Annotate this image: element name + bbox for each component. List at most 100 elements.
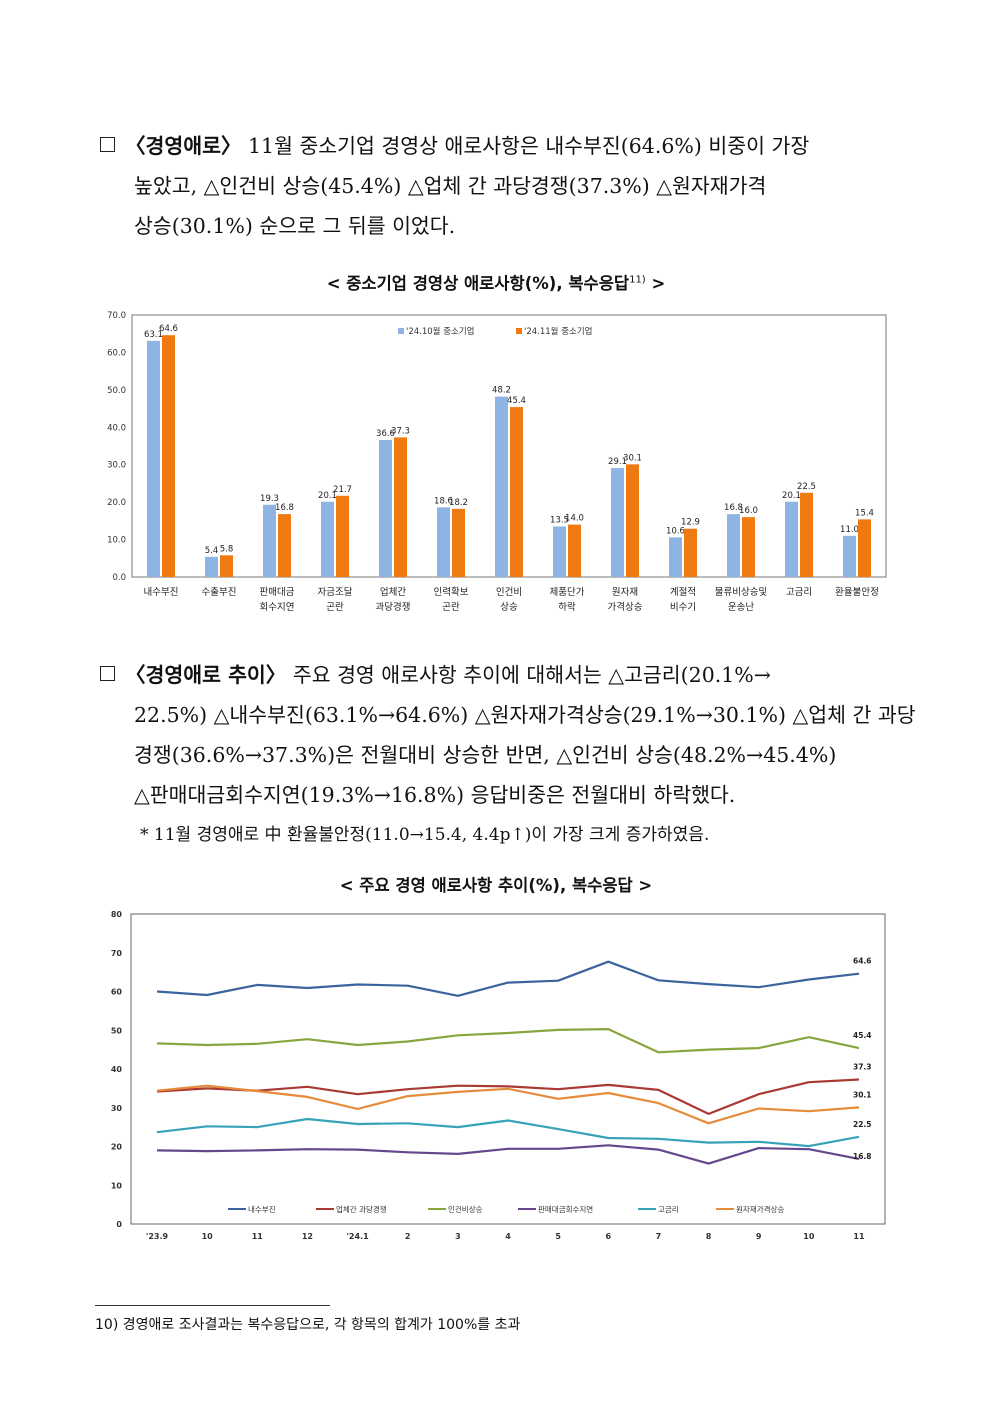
x-category-label: 고금리 [786, 587, 812, 598]
x-tick-label: 4 [505, 1232, 511, 1241]
x-category-label: 과당경쟁 [376, 601, 411, 613]
chart-title: < 주요 경영 애로사항 추이(%), 복수응답 > [339, 876, 653, 895]
bar [162, 335, 175, 577]
x-tick-label: 6 [605, 1232, 611, 1241]
y-tick-label: 10.0 [107, 536, 126, 546]
x-tick-label: 12 [302, 1232, 313, 1241]
bar-value-label: 29.1 [608, 457, 627, 467]
bar [843, 535, 856, 577]
bar-value-label: 5.8 [220, 544, 234, 554]
keyword-heading: 〈경영애로〉 [125, 134, 242, 158]
keyword-heading: 〈경영애로 추이〉 [125, 663, 287, 687]
bar [568, 524, 581, 577]
x-tick-label: 3 [455, 1232, 461, 1241]
bar [800, 492, 813, 577]
bar [510, 407, 523, 577]
bar-value-label: 30.1 [623, 453, 642, 463]
bar-value-label: 18.6 [434, 496, 453, 506]
legend-label: 고금리 [658, 1205, 679, 1214]
legend-label: 인건비상승 [448, 1204, 483, 1214]
paragraph-difficulty-trend: 〈경영애로 추이〉 주요 경영 애로사항 추이에 대해서는 △고금리(20.1%… [100, 655, 916, 815]
bar-value-label: 20.1 [318, 491, 337, 501]
x-category-label: 업체간 [380, 586, 406, 598]
x-tick-label: 5 [555, 1232, 561, 1241]
bar [263, 504, 276, 577]
legend-swatch [516, 328, 522, 334]
bar [452, 508, 465, 577]
bar-value-label: 15.4 [855, 508, 874, 518]
footnote-divider [95, 1305, 330, 1306]
bar [858, 519, 871, 577]
legend-label: 내수부진 [248, 1204, 276, 1214]
series-line [156, 1028, 860, 1054]
bar [669, 537, 682, 577]
series-line [156, 1144, 860, 1165]
y-tick-label: 50.0 [107, 386, 126, 396]
x-category-label: 판매대금 [260, 587, 295, 598]
series-end-label: 22.5 [853, 1120, 872, 1129]
bar [553, 526, 566, 577]
series-end-label: 16.8 [853, 1152, 872, 1161]
bar-chart: 0.0 10.0 20.0 30.0 40.0 50.0 60.0 70.0 63.164.6 내… [107, 311, 887, 613]
legend-label: '24.10월 중소기업 [406, 326, 474, 337]
plot-area [131, 314, 887, 578]
bar-value-label: 20.1 [782, 491, 801, 501]
paragraph-text: 상승(30.1%) 순으로 그 뒤를 이었다. [134, 214, 456, 238]
bar [278, 514, 291, 577]
series-end-label: 37.3 [853, 1062, 872, 1071]
bar [205, 556, 218, 577]
x-category-label: 하락 [558, 601, 576, 613]
x-tick-label: 8 [706, 1232, 712, 1241]
paragraph-economic-difficulties: 〈경영애로〉 11월 중소기업 경영상 애로사항은 내수부진(64.6%) 비중… [100, 126, 900, 246]
bar-value-label: 12.9 [681, 518, 700, 528]
series-end-label: 45.4 [853, 1031, 872, 1040]
bar [495, 396, 508, 577]
series-line [156, 960, 860, 997]
x-category-label: 상승 [500, 602, 518, 613]
paragraph-text: △판매대금회수지연(19.3%→16.8%) 응답비중은 전월대비 하락했다. [134, 783, 736, 807]
x-category-label: 회수지연 [260, 602, 295, 613]
chart-title: < 중소기업 경영상 애로사항(%), 복수응답11) > [326, 274, 666, 293]
y-tick-label: 30 [111, 1104, 123, 1113]
bar-value-label: 22.5 [797, 482, 816, 492]
x-category-label: 자금조달 [318, 586, 353, 598]
y-tick-label: 70 [111, 949, 123, 958]
bar [321, 501, 334, 577]
y-tick-label: 60.0 [107, 348, 126, 358]
paragraph-text: 22.5%) △내수부진(63.1%→64.6%) △원자재가격상승(29.1%… [134, 703, 916, 727]
bar [220, 555, 233, 577]
line-chart: 0 10 20 30 40 50 60 70 80 '23.9 10 11 12 '24.1 2 3 4 5 6 7 8… [111, 910, 886, 1241]
bar [742, 517, 755, 577]
x-category-label: 곤란 [442, 601, 460, 613]
bar-value-label: 13.5 [550, 515, 569, 525]
bar-value-label: 36.6 [376, 429, 395, 439]
bar-value-label: 63.1 [144, 330, 163, 340]
bar [336, 495, 349, 577]
series-end-label: 64.6 [853, 957, 872, 966]
bar [684, 528, 697, 577]
checkbox-square-icon [100, 137, 115, 152]
y-tick-label: 10 [111, 1181, 123, 1190]
x-category-label: 제품단가 [550, 587, 585, 598]
y-tick-label: 50 [111, 1026, 123, 1035]
x-category-label: 내수부진 [144, 587, 179, 598]
x-tick-label: 7 [656, 1232, 662, 1241]
x-category-label: 계절적 [670, 586, 696, 598]
bar [727, 514, 740, 577]
footnote-ref: 11) [629, 274, 646, 286]
x-category-label: 가격상승 [608, 601, 643, 613]
legend-label: 업체간 과당경쟁 [336, 1204, 387, 1214]
bar-value-label: 48.2 [492, 386, 511, 396]
bar [379, 440, 392, 577]
y-tick-label: 20 [111, 1143, 123, 1152]
checkbox-square-icon [100, 666, 115, 681]
y-tick-label: 60 [111, 988, 123, 997]
x-category-label: 비수기 [670, 602, 696, 613]
paragraph-text: 높았고, △인건비 상승(45.4%) △업체 간 과당경쟁(37.3%) △원… [134, 174, 767, 198]
x-category-label: 물류비상승및 [715, 586, 768, 598]
x-category-label: 환율불안정 [835, 586, 879, 598]
x-tick-label: 10 [803, 1232, 815, 1241]
y-tick-label: 70.0 [107, 311, 126, 321]
x-tick-label: 2 [405, 1232, 411, 1241]
bar-value-label: 16.0 [739, 506, 758, 516]
